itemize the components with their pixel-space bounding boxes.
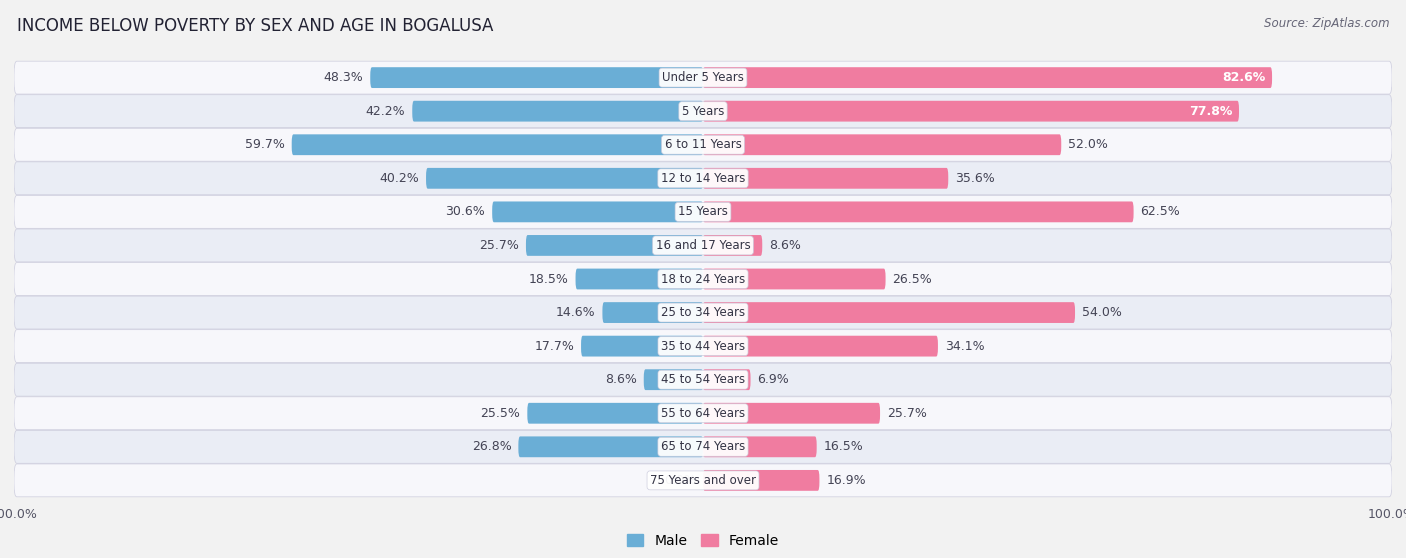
FancyBboxPatch shape [14, 330, 1392, 363]
Text: 25.5%: 25.5% [481, 407, 520, 420]
Text: 35.6%: 35.6% [955, 172, 995, 185]
FancyBboxPatch shape [644, 369, 703, 390]
Text: Under 5 Years: Under 5 Years [662, 71, 744, 84]
Text: 16 and 17 Years: 16 and 17 Years [655, 239, 751, 252]
Text: 8.6%: 8.6% [769, 239, 801, 252]
FancyBboxPatch shape [14, 162, 1392, 195]
Text: 40.2%: 40.2% [380, 172, 419, 185]
FancyBboxPatch shape [14, 397, 1392, 430]
FancyBboxPatch shape [703, 67, 1272, 88]
FancyBboxPatch shape [14, 363, 1392, 396]
FancyBboxPatch shape [14, 464, 1392, 497]
Text: INCOME BELOW POVERTY BY SEX AND AGE IN BOGALUSA: INCOME BELOW POVERTY BY SEX AND AGE IN B… [17, 17, 494, 35]
FancyBboxPatch shape [14, 229, 1392, 262]
Text: 34.1%: 34.1% [945, 340, 984, 353]
FancyBboxPatch shape [14, 195, 1392, 228]
Text: 62.5%: 62.5% [1140, 205, 1180, 218]
FancyBboxPatch shape [703, 201, 1133, 222]
Text: 26.5%: 26.5% [893, 272, 932, 286]
FancyBboxPatch shape [703, 336, 938, 357]
FancyBboxPatch shape [14, 61, 1392, 94]
FancyBboxPatch shape [575, 268, 703, 290]
Text: 18.5%: 18.5% [529, 272, 568, 286]
Text: 12 to 14 Years: 12 to 14 Years [661, 172, 745, 185]
Text: 5 Years: 5 Years [682, 105, 724, 118]
Text: 48.3%: 48.3% [323, 71, 363, 84]
FancyBboxPatch shape [526, 235, 703, 256]
FancyBboxPatch shape [703, 369, 751, 390]
Text: 6.9%: 6.9% [758, 373, 789, 386]
FancyBboxPatch shape [602, 302, 703, 323]
Text: 45 to 54 Years: 45 to 54 Years [661, 373, 745, 386]
FancyBboxPatch shape [703, 302, 1076, 323]
FancyBboxPatch shape [703, 235, 762, 256]
FancyBboxPatch shape [492, 201, 703, 222]
Text: 30.6%: 30.6% [446, 205, 485, 218]
FancyBboxPatch shape [14, 263, 1392, 295]
Text: 16.9%: 16.9% [827, 474, 866, 487]
FancyBboxPatch shape [527, 403, 703, 424]
Text: 52.0%: 52.0% [1069, 138, 1108, 151]
Text: 17.7%: 17.7% [534, 340, 574, 353]
Text: 59.7%: 59.7% [245, 138, 285, 151]
FancyBboxPatch shape [703, 403, 880, 424]
FancyBboxPatch shape [703, 168, 948, 189]
Text: 15 Years: 15 Years [678, 205, 728, 218]
FancyBboxPatch shape [14, 296, 1392, 329]
Text: 54.0%: 54.0% [1083, 306, 1122, 319]
Text: 75 Years and over: 75 Years and over [650, 474, 756, 487]
Text: 25 to 34 Years: 25 to 34 Years [661, 306, 745, 319]
Legend: Male, Female: Male, Female [621, 528, 785, 554]
Text: 16.5%: 16.5% [824, 440, 863, 453]
Text: 6 to 11 Years: 6 to 11 Years [665, 138, 741, 151]
Text: 42.2%: 42.2% [366, 105, 405, 118]
FancyBboxPatch shape [703, 134, 1062, 155]
Text: 8.6%: 8.6% [605, 373, 637, 386]
Text: 0.0%: 0.0% [664, 474, 696, 487]
Text: 26.8%: 26.8% [472, 440, 512, 453]
FancyBboxPatch shape [370, 67, 703, 88]
FancyBboxPatch shape [291, 134, 703, 155]
Text: 25.7%: 25.7% [479, 239, 519, 252]
FancyBboxPatch shape [703, 436, 817, 457]
Text: 18 to 24 Years: 18 to 24 Years [661, 272, 745, 286]
FancyBboxPatch shape [14, 128, 1392, 161]
FancyBboxPatch shape [14, 430, 1392, 463]
Text: Source: ZipAtlas.com: Source: ZipAtlas.com [1264, 17, 1389, 30]
Text: 14.6%: 14.6% [555, 306, 596, 319]
FancyBboxPatch shape [519, 436, 703, 457]
Text: 55 to 64 Years: 55 to 64 Years [661, 407, 745, 420]
FancyBboxPatch shape [14, 95, 1392, 128]
FancyBboxPatch shape [581, 336, 703, 357]
FancyBboxPatch shape [703, 101, 1239, 122]
FancyBboxPatch shape [426, 168, 703, 189]
Text: 35 to 44 Years: 35 to 44 Years [661, 340, 745, 353]
Text: 65 to 74 Years: 65 to 74 Years [661, 440, 745, 453]
Text: 82.6%: 82.6% [1222, 71, 1265, 84]
FancyBboxPatch shape [703, 470, 820, 491]
Text: 25.7%: 25.7% [887, 407, 927, 420]
FancyBboxPatch shape [703, 268, 886, 290]
FancyBboxPatch shape [412, 101, 703, 122]
Text: 77.8%: 77.8% [1188, 105, 1232, 118]
